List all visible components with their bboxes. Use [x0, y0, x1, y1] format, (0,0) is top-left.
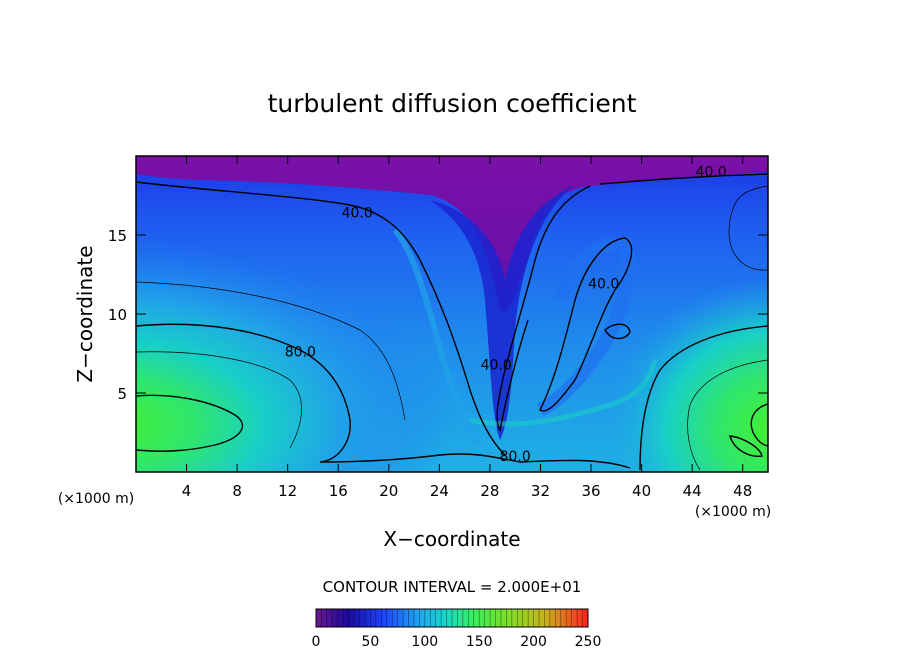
- y-axis-label: Z−coordinate: [73, 245, 97, 382]
- field-streak-3: [536, 237, 636, 417]
- contour-line: [136, 351, 302, 449]
- field-streak-2: [469, 359, 658, 427]
- x-tick-label: 40: [632, 482, 651, 500]
- x-tick-label: 4: [182, 482, 192, 500]
- x-tick-label: 24: [430, 482, 449, 500]
- colorbar-tick-label: 150: [466, 634, 493, 650]
- x-tick-label: 36: [581, 482, 600, 500]
- colorbar-tick-label: 100: [411, 634, 438, 650]
- contour-line: [639, 325, 768, 471]
- x-tick-label: 28: [480, 482, 499, 500]
- colorbar-tick-label: 0: [312, 634, 321, 650]
- contour-label: 40.0: [588, 277, 619, 293]
- x-tick-label: 44: [683, 482, 702, 500]
- y-tick-label: 15: [108, 227, 127, 245]
- x-unit-right: (×1000 m): [695, 504, 771, 520]
- colorbar: 0 50 100 150 200 250: [312, 608, 602, 650]
- colorbar-frame: [315, 608, 589, 628]
- contour-line: [687, 359, 768, 471]
- contour-labels: 40.0 40.0 40.0 40.0 80.0 80.0: [285, 165, 727, 465]
- x-tick-label: 16: [329, 482, 348, 500]
- contour-line: [136, 181, 506, 456]
- contour-line: [599, 173, 768, 185]
- x-tick-label: 8: [232, 482, 242, 500]
- contour-label: 40.0: [696, 165, 727, 181]
- x-axis-label: X−coordinate: [383, 527, 520, 551]
- x-tick-label: 48: [733, 482, 752, 500]
- contour-line: [539, 237, 633, 412]
- colorbar-bands: [321, 609, 583, 627]
- y-axis-ticks: 5 10 15: [108, 227, 768, 403]
- colorbar-tick-label: 200: [520, 634, 547, 650]
- contour-line: [136, 394, 244, 452]
- contour-interval-text: CONTOUR INTERVAL = 2.000E+01: [323, 578, 582, 596]
- contour-label: 40.0: [342, 206, 373, 222]
- colorbar-tick-label: 250: [575, 634, 602, 650]
- y-tick-label: 5: [117, 385, 127, 403]
- contour-line: [136, 281, 406, 421]
- contour-line: [604, 323, 631, 340]
- contour-label: 80.0: [285, 345, 316, 361]
- x-axis-ticks: 4 8 12 16 20 24 28 32 36 40 44 48: [182, 156, 752, 500]
- chart-title: turbulent diffusion coefficient: [268, 89, 637, 118]
- contour-lines: [136, 173, 768, 471]
- field-plume-core: [430, 185, 575, 440]
- contour-label: 80.0: [500, 449, 531, 465]
- x-tick-label: 12: [278, 482, 297, 500]
- contour-label: 40.0: [481, 357, 512, 373]
- x-tick-label: 32: [531, 482, 550, 500]
- colorbar-tick-label: 50: [361, 634, 379, 650]
- colorbar-ticks: 0 50 100 150 200 250: [312, 634, 602, 650]
- y-tick-label: 10: [108, 306, 127, 324]
- contour-line: [136, 323, 631, 469]
- heatmap-field: [136, 156, 768, 472]
- field-streak-1: [392, 228, 483, 447]
- x-unit-left: (×1000 m): [58, 491, 134, 507]
- contour-line: [729, 435, 763, 457]
- contour-line: [728, 185, 768, 271]
- contour-line: [496, 185, 591, 432]
- contour-line: [750, 403, 768, 447]
- x-tick-label: 20: [379, 482, 398, 500]
- field-top-low: [136, 156, 768, 312]
